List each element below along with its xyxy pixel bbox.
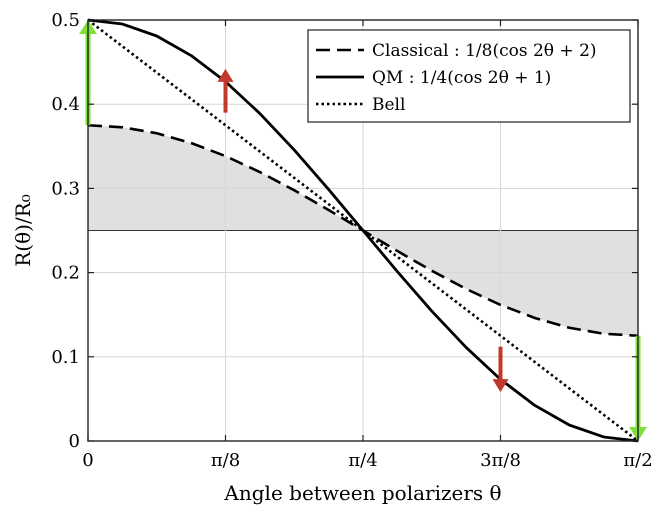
legend: Classical : 1/8(cos 2θ + 2) QM : 1/4(cos …	[307, 29, 631, 123]
annotation-arrow-1	[217, 68, 234, 113]
series-layer	[87, 18, 639, 443]
annotation-arrow-2	[492, 346, 509, 393]
legend-label-1: Classical : 1/8(cos 2θ + 2)	[372, 41, 597, 61]
y-tick-label-3: 0.3	[51, 178, 80, 199]
y-tick-label-5: 0.5	[51, 10, 80, 31]
y-tick-label-0: 0	[69, 431, 80, 452]
axes-layer: 0 π/8 π/4 3π/8 π/2 0 0.1 0.2 0.3 0.4 0.5	[51, 10, 652, 471]
x-axis-label: Angle between polarizers θ	[223, 481, 501, 505]
arrow-head	[492, 379, 509, 393]
x-tick-label-3: 3π/8	[480, 450, 521, 471]
y-tick-label-4: 0.4	[51, 94, 80, 115]
axis-labels: Angle between polarizers θ R(θ)/R₀	[11, 194, 502, 505]
y-tick-label-1: 0.1	[51, 347, 80, 368]
x-tick-label-0: 0	[82, 450, 93, 471]
legend-label-3: Bell	[372, 95, 405, 115]
arrow-head	[217, 68, 234, 82]
legend-label-2: QM : 1/4(cos 2θ + 1)	[372, 68, 551, 88]
x-tick-label-1: π/8	[211, 450, 240, 471]
y-tick-label-2: 0.2	[51, 263, 80, 284]
x-tick-label-4: π/2	[623, 450, 652, 471]
x-tick-label-2: π/4	[348, 450, 377, 471]
y-axis-label: R(θ)/R₀	[11, 194, 35, 267]
series-line-2	[87, 18, 639, 443]
